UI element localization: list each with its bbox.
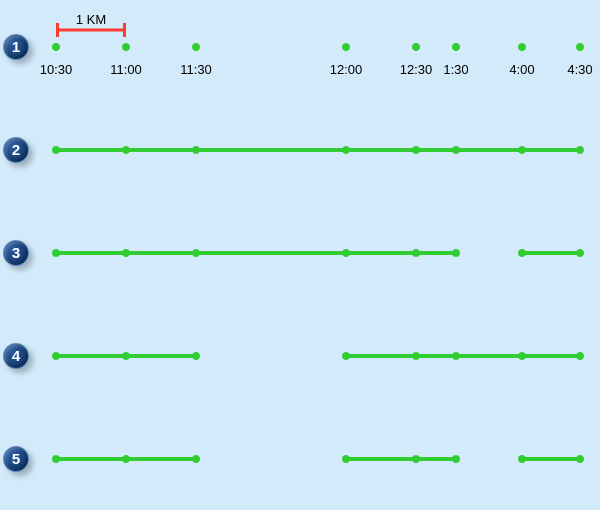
time-label: 1:30	[443, 62, 468, 77]
track-dot	[52, 146, 60, 154]
time-label: 11:00	[110, 62, 142, 77]
track-dot	[342, 43, 350, 51]
track-dot	[52, 455, 60, 463]
time-label: 4:30	[567, 62, 592, 77]
track-dot	[518, 455, 526, 463]
row-badge: 4	[3, 343, 29, 369]
track-dot	[192, 43, 200, 51]
track-dot	[412, 249, 420, 257]
time-label: 12:00	[330, 62, 363, 77]
time-label: 11:30	[180, 62, 212, 77]
track-dot	[452, 352, 460, 360]
track-dot	[52, 249, 60, 257]
track-dot	[342, 352, 350, 360]
track-dot	[342, 455, 350, 463]
track-dot	[342, 146, 350, 154]
track-dot	[122, 352, 130, 360]
track-segment	[522, 457, 580, 461]
track-segment	[522, 251, 580, 255]
track-dot	[452, 146, 460, 154]
track-dot	[52, 43, 60, 51]
row-badge: 3	[3, 240, 29, 266]
track-segment	[56, 148, 580, 152]
track-dot	[192, 249, 200, 257]
track-dot	[342, 249, 350, 257]
row-badge: 5	[3, 446, 29, 472]
track-dot	[122, 249, 130, 257]
track-segment	[346, 457, 456, 461]
track-dot	[452, 249, 460, 257]
scale-bracket	[56, 23, 126, 37]
track-dot	[518, 146, 526, 154]
track-dot	[576, 43, 584, 51]
row-badge: 1	[3, 34, 29, 60]
track-dot	[518, 352, 526, 360]
track-dot	[452, 455, 460, 463]
track-dot	[122, 455, 130, 463]
track-dot	[412, 455, 420, 463]
track-dot	[518, 43, 526, 51]
track-dot	[412, 43, 420, 51]
time-label: 12:30	[400, 62, 433, 77]
track-dot	[192, 146, 200, 154]
track-dot	[518, 249, 526, 257]
track-segment	[56, 251, 456, 255]
track-dot	[52, 352, 60, 360]
track-dot	[576, 455, 584, 463]
track-dot	[192, 455, 200, 463]
track-dot	[192, 352, 200, 360]
track-dot	[576, 249, 584, 257]
track-dot	[576, 146, 584, 154]
track-dot	[452, 43, 460, 51]
track-dot	[122, 43, 130, 51]
track-dot	[576, 352, 584, 360]
track-segment	[346, 354, 580, 358]
time-label: 4:00	[509, 62, 534, 77]
track-dot	[122, 146, 130, 154]
track-dot	[412, 352, 420, 360]
time-label: 10:30	[40, 62, 73, 77]
row-badge: 2	[3, 137, 29, 163]
track-dot	[412, 146, 420, 154]
